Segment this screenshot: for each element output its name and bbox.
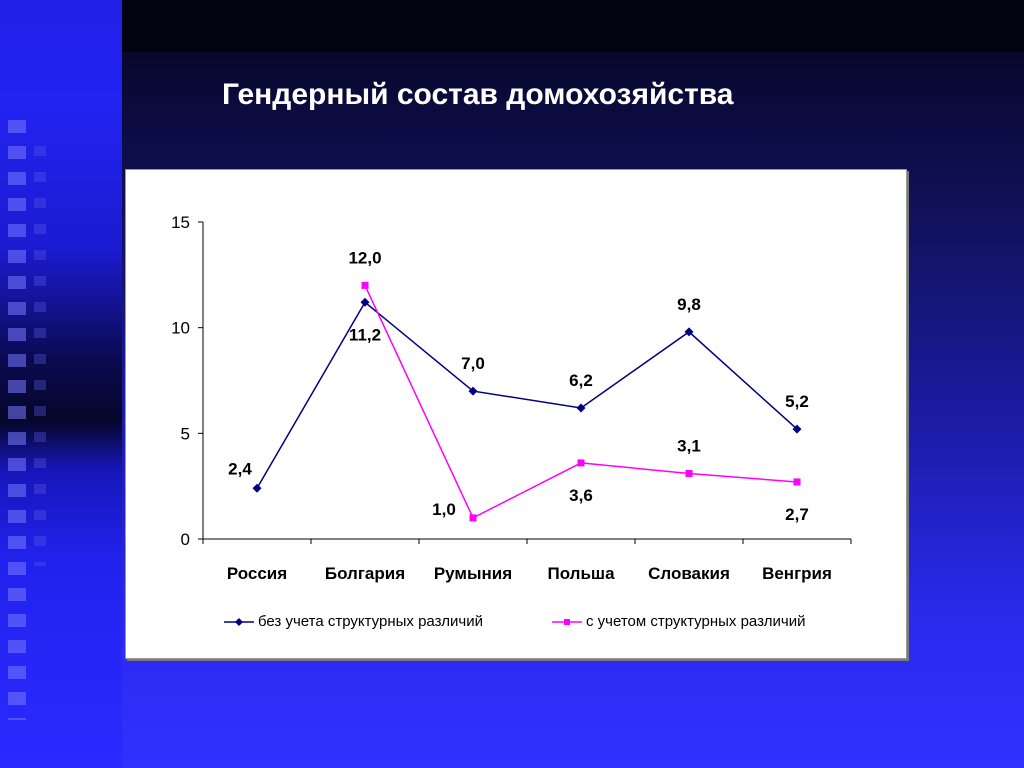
data-point-series-1 bbox=[684, 327, 694, 337]
series-line-1 bbox=[256, 301, 798, 489]
x-tick-label: Болгария bbox=[325, 564, 405, 583]
data-label-series-1: 9,8 bbox=[677, 295, 701, 314]
data-point-series-2 bbox=[469, 514, 477, 522]
decorative-squares-secondary bbox=[34, 146, 46, 566]
x-tick-label: Польша bbox=[547, 564, 615, 583]
series-line-2 bbox=[364, 285, 798, 519]
data-point-series-1 bbox=[576, 403, 586, 413]
data-label-series-1: 7,0 bbox=[461, 354, 485, 373]
x-tick-label: Словакия bbox=[648, 564, 730, 583]
data-label-series-2: 2,7 bbox=[785, 505, 809, 524]
x-tick-label: Венгрия bbox=[762, 564, 832, 583]
legend-label-series-2: с учетом структурных различий bbox=[586, 613, 806, 630]
slide-title: Гендерный состав домохозяйства bbox=[222, 78, 734, 111]
data-label-series-1: 6,2 bbox=[569, 371, 593, 390]
legend-marker-series-1 bbox=[224, 618, 254, 627]
data-label-series-2: 3,6 bbox=[569, 486, 593, 505]
legend-label-series-1: без учета структурных различий bbox=[258, 613, 483, 630]
data-label-series-2: 12,0 bbox=[348, 248, 381, 267]
data-point-series-1 bbox=[360, 297, 370, 307]
legend-item-series-2: с учетом структурных различий bbox=[552, 613, 806, 630]
legend-marker-series-2 bbox=[552, 619, 582, 626]
chart-panel: 0 5 10 15 Россия Болгария Румыния Польша Словаки… bbox=[125, 169, 907, 659]
y-tick-label: 10 bbox=[171, 319, 190, 338]
data-label-series-2: 3,1 bbox=[677, 436, 701, 455]
data-label-series-1: 5,2 bbox=[785, 392, 809, 411]
top-dark-band bbox=[122, 0, 1024, 52]
legend-item-series-1: без учета структурных различий bbox=[224, 613, 483, 630]
line-chart: 0 5 10 15 Россия Болгария Румыния Польша Словаки… bbox=[171, 213, 852, 583]
data-point-series-1 bbox=[252, 483, 262, 493]
data-label-series-1: 2,4 bbox=[228, 459, 252, 478]
y-tick-label: 0 bbox=[181, 530, 190, 549]
data-point-series-1 bbox=[468, 386, 478, 396]
x-tick-label: Россия bbox=[227, 564, 287, 583]
x-tick-label: Румыния bbox=[434, 564, 512, 583]
data-label-series-1: 11,2 bbox=[349, 325, 381, 344]
data-point-series-1 bbox=[792, 424, 802, 434]
decorative-squares bbox=[8, 120, 26, 720]
y-tick-label: 15 bbox=[171, 213, 190, 232]
left-decorative-strip bbox=[0, 0, 122, 768]
y-tick-label: 5 bbox=[181, 424, 190, 443]
data-point-series-2 bbox=[793, 478, 801, 486]
data-label-series-2: 1,0 bbox=[432, 500, 456, 519]
data-point-series-2 bbox=[685, 469, 693, 477]
data-point-series-2 bbox=[577, 459, 585, 467]
data-point-series-2 bbox=[361, 281, 369, 289]
